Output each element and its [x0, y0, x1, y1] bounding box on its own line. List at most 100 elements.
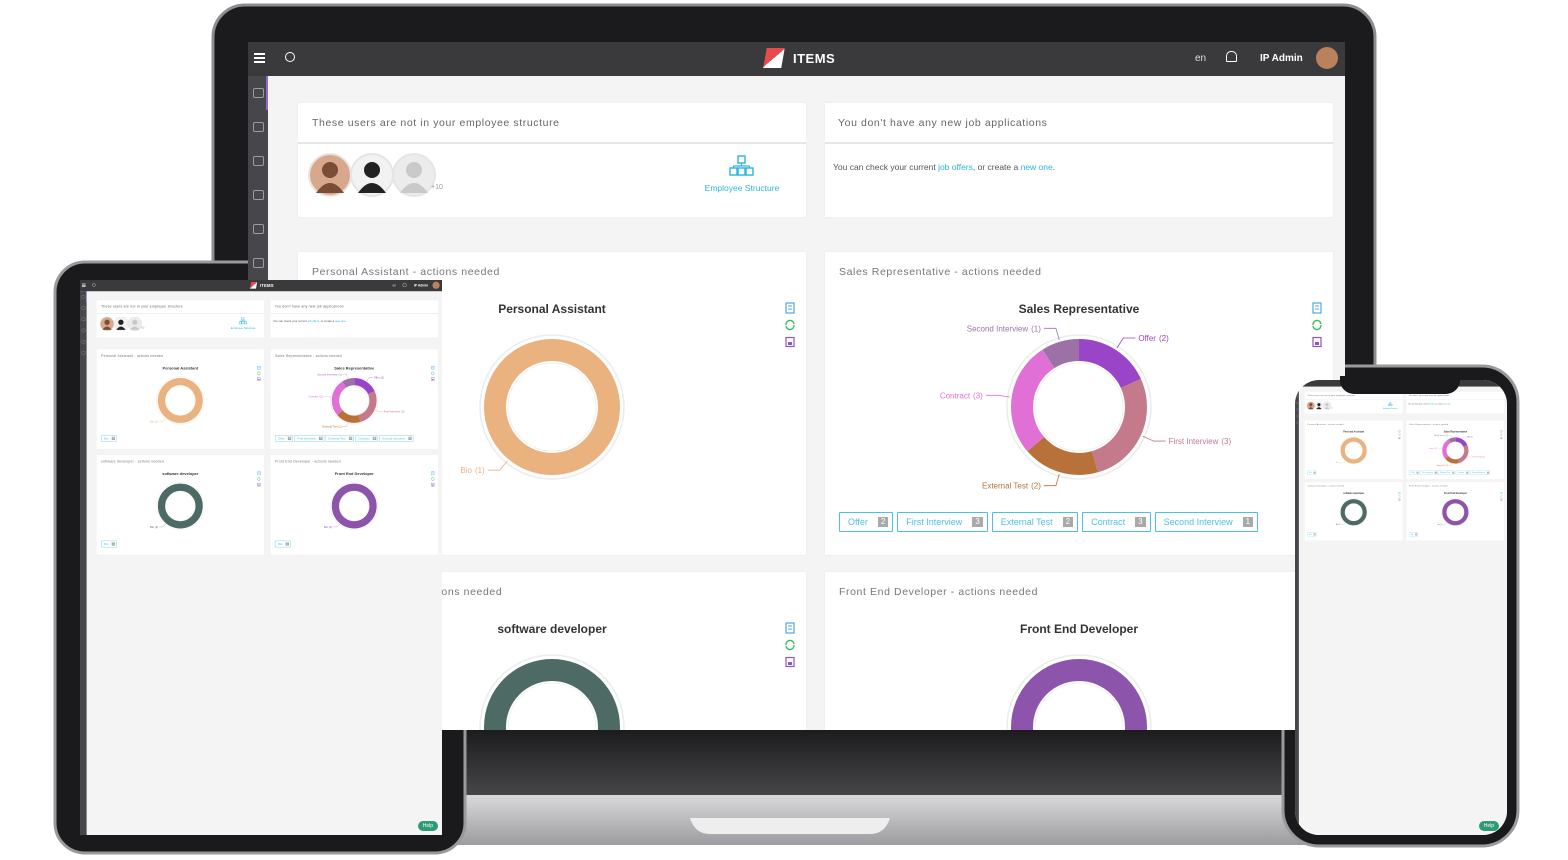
icon: [257, 365, 261, 370]
legend-button-label: First Interview: [297, 436, 316, 441]
chart-title: Sales Representative: [334, 365, 375, 371]
chart-title: Front End Developer: [1443, 491, 1467, 495]
card-title: These users are not in your employee str…: [312, 117, 560, 129]
icon: [257, 482, 261, 487]
bell-icon[interactable]: [402, 282, 407, 287]
legend-button[interactable]: Offer 2: [839, 512, 894, 532]
legend-button[interactable]: First Interview 3: [897, 512, 988, 532]
legend-button-label: Second Interview: [382, 436, 405, 441]
legend-button-label: Contract: [1091, 517, 1126, 527]
donut-outer-ring: [330, 482, 379, 531]
label-leader: [1442, 522, 1447, 525]
user-name[interactable]: IP Admin: [413, 283, 429, 288]
org-lines: [240, 319, 246, 322]
chart-title: Personal Assistant: [162, 365, 199, 371]
language[interactable]: en: [392, 283, 397, 288]
label-leader: [487, 460, 508, 471]
legend-button-count: 2: [877, 517, 889, 527]
text-link[interactable]: new one: [334, 319, 346, 323]
legend-button[interactable]: First Interview 3: [294, 435, 325, 442]
users-card: These users are not in your employee str…: [96, 300, 265, 338]
sidebar-active: [266, 76, 268, 110]
label-leader: [1467, 455, 1473, 458]
legend-button[interactable]: Contract 3: [355, 435, 378, 442]
text-link[interactable]: new one: [1020, 162, 1053, 172]
chart-card: software developer - actions needed softw…: [96, 454, 265, 555]
text-link[interactable]: job offers: [307, 319, 320, 323]
divider: [298, 142, 806, 144]
donut-chart: Bio(1): [1336, 498, 1368, 527]
legend-buttons: Offer 2 First Interview 3 External Test 2 Cont…: [839, 512, 1319, 532]
segment-name: External Test: [982, 482, 1029, 491]
employee-structure-link[interactable]: Employee Structure: [1383, 407, 1398, 410]
text-link[interactable]: job offers: [1428, 403, 1435, 406]
legend-button[interactable]: Contract 3: [1082, 512, 1151, 532]
donut-segment: [331, 378, 377, 423]
legend-button[interactable]: Offer 2: [1409, 470, 1420, 475]
legend-button[interactable]: First Interview 3: [1420, 470, 1438, 475]
segment-value: (1): [1441, 524, 1443, 526]
segment-name: Second Interview: [967, 324, 1029, 333]
legend-button[interactable]: Contract 3: [1455, 470, 1470, 475]
segment-value: (3): [973, 391, 983, 400]
legend-button[interactable]: Second Interview 1: [1469, 470, 1490, 475]
donut-inner-ring: [1345, 441, 1363, 460]
legend-button-count: 2: [1452, 471, 1455, 474]
help-button[interactable]: Help: [1478, 821, 1499, 831]
user-name[interactable]: IP Admin: [1260, 53, 1303, 64]
donut-chart: Bio(1): [150, 376, 205, 425]
sidebar-icon: [81, 317, 86, 321]
icon-shape: [1500, 498, 1503, 501]
donut-chart: Bio(1): [1336, 436, 1368, 465]
chart-card: Front End Developer - actions needed Fron…: [1406, 482, 1505, 541]
chart-card: software developer - actions needed softw…: [1304, 482, 1403, 541]
legend-button[interactable]: External Test 2: [991, 512, 1079, 532]
segment-label: Offer(2): [1138, 334, 1169, 343]
label-leader: [366, 377, 373, 382]
donut-inner-ring: [165, 491, 196, 521]
icon-shape: [1398, 495, 1401, 498]
legend-button-count: 3: [372, 436, 377, 441]
legend-button[interactable]: Offer 2: [275, 435, 293, 442]
label-leader: [1043, 474, 1060, 487]
bell-icon[interactable]: [1226, 51, 1237, 62]
icon-shape: [1398, 498, 1401, 501]
language[interactable]: en: [1195, 53, 1207, 64]
legend-button-count: 2: [1062, 517, 1074, 527]
legend-button[interactable]: External Test 2: [1438, 470, 1456, 475]
segment-name: External Test: [1437, 464, 1446, 467]
legend-buttons: Offer 2 First Interview 3 External Test 2 Cont…: [275, 435, 433, 442]
legend-button[interactable]: Second Interview 1: [1154, 512, 1259, 532]
segment-label: Bio(1): [150, 525, 158, 529]
icon-shape: [258, 484, 260, 486]
donut-inner-ring: [165, 385, 196, 416]
avatar-body: [316, 183, 344, 193]
legend-button-label: External Test: [1440, 471, 1451, 474]
segment-name: Bio: [150, 525, 154, 529]
segment-label: First Interview(3): [1169, 437, 1232, 446]
segment-label: Second Interview(1): [967, 324, 1041, 333]
segment-label: Bio(1): [1336, 524, 1341, 526]
donut-outer-ring: [156, 482, 205, 531]
legend-button[interactable]: Second Interview 1: [379, 435, 414, 442]
legend-button-count: 1: [1313, 471, 1316, 474]
legend-button-count: 1: [1415, 533, 1418, 536]
divider: [825, 142, 1333, 144]
employee-structure-link[interactable]: Employee Structure: [230, 326, 256, 330]
employee-structure-link[interactable]: Employee Structure: [704, 183, 780, 193]
icon-shape: [1500, 495, 1503, 498]
legend-button-count: 3: [972, 517, 983, 527]
chart-header: Personal Assistant - actions needed: [101, 353, 164, 358]
donut-outer-ring: [1441, 498, 1470, 527]
text-link[interactable]: job offers: [938, 162, 973, 172]
text-link[interactable]: new one: [1444, 403, 1451, 406]
legend-button[interactable]: External Test 2: [325, 435, 354, 442]
help-button[interactable]: Help: [417, 821, 438, 831]
